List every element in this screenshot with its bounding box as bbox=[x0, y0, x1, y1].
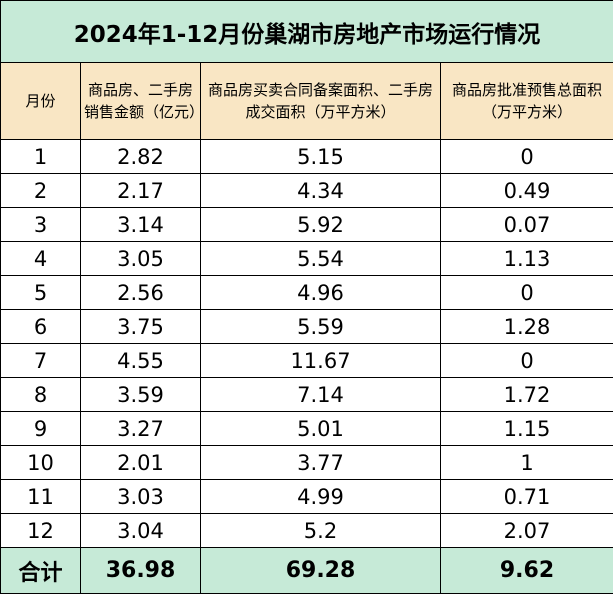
header-filed-area: 商品房买卖合同备案面积、二手房成交面积（万平方米） bbox=[200, 62, 441, 140]
cell-month: 3 bbox=[0, 207, 81, 242]
cell-filed-area: 7.14 bbox=[200, 377, 441, 412]
cell-filed-area: 4.96 bbox=[200, 275, 441, 310]
cell-sales-amount: 2.82 bbox=[80, 139, 201, 174]
table-row: 6 3.75 5.59 1.28 bbox=[0, 309, 613, 344]
cell-month: 7 bbox=[0, 343, 81, 378]
cell-filed-area: 4.34 bbox=[200, 173, 441, 208]
table-row: 11 3.03 4.99 0.71 bbox=[0, 479, 613, 514]
cell-month: 6 bbox=[0, 309, 81, 344]
cell-month: 9 bbox=[0, 411, 81, 446]
table-row: 3 3.14 5.92 0.07 bbox=[0, 207, 613, 242]
table-row: 9 3.27 5.01 1.15 bbox=[0, 411, 613, 446]
header-month: 月份 bbox=[0, 62, 81, 140]
cell-presale-area: 0.07 bbox=[439, 207, 613, 242]
cell-presale-area: 1 bbox=[439, 445, 613, 480]
table-title: 2024年1-12月份巢湖市房地产市场运行情况 bbox=[0, 0, 613, 63]
cell-presale-area: 1.28 bbox=[439, 309, 613, 344]
table-row: 1 2.82 5.15 0 bbox=[0, 139, 613, 174]
table-row: 10 2.01 3.77 1 bbox=[0, 445, 613, 480]
cell-filed-area: 5.01 bbox=[200, 411, 441, 446]
cell-sales-amount: 3.14 bbox=[80, 207, 201, 242]
table-row: 8 3.59 7.14 1.72 bbox=[0, 377, 613, 412]
cell-sales-amount: 4.55 bbox=[80, 343, 201, 378]
cell-presale-area: 0.49 bbox=[439, 173, 613, 208]
cell-presale-area: 2.07 bbox=[439, 513, 613, 548]
table-row: 5 2.56 4.96 0 bbox=[0, 275, 613, 310]
cell-sales-amount: 3.75 bbox=[80, 309, 201, 344]
cell-month: 10 bbox=[0, 445, 81, 480]
cell-month: 8 bbox=[0, 377, 81, 412]
cell-sales-amount: 3.03 bbox=[80, 479, 201, 514]
cell-sales-amount: 3.27 bbox=[80, 411, 201, 446]
table-row: 7 4.55 11.67 0 bbox=[0, 343, 613, 378]
cell-month: 12 bbox=[0, 513, 81, 548]
cell-month: 1 bbox=[0, 139, 81, 174]
total-presale-area: 9.62 bbox=[439, 547, 613, 594]
cell-filed-area: 5.2 bbox=[200, 513, 441, 548]
table-row: 4 3.05 5.54 1.13 bbox=[0, 241, 613, 276]
cell-presale-area: 0 bbox=[439, 343, 613, 378]
cell-filed-area: 11.67 bbox=[200, 343, 441, 378]
header-presale-area: 商品房批准预售总面积（万平方米） bbox=[439, 62, 613, 140]
header-sales-amount: 商品房、二手房销售金额（亿元） bbox=[80, 62, 204, 140]
cell-month: 2 bbox=[0, 173, 81, 208]
cell-presale-area: 1.13 bbox=[439, 241, 613, 276]
cell-sales-amount: 2.01 bbox=[80, 445, 201, 480]
cell-presale-area: 1.15 bbox=[439, 411, 613, 446]
cell-filed-area: 4.99 bbox=[200, 479, 441, 514]
total-row: 合计 36.98 69.28 9.62 bbox=[0, 547, 613, 594]
cell-presale-area: 0.71 bbox=[439, 479, 613, 514]
cell-presale-area: 0 bbox=[439, 275, 613, 310]
cell-month: 11 bbox=[0, 479, 81, 514]
table-row: 12 3.04 5.2 2.07 bbox=[0, 513, 613, 548]
cell-presale-area: 0 bbox=[439, 139, 613, 174]
cell-filed-area: 5.54 bbox=[200, 241, 441, 276]
cell-sales-amount: 3.04 bbox=[80, 513, 201, 548]
cell-filed-area: 5.59 bbox=[200, 309, 441, 344]
cell-filed-area: 5.15 bbox=[200, 139, 441, 174]
cell-month: 4 bbox=[0, 241, 81, 276]
total-label: 合计 bbox=[0, 547, 81, 594]
cell-month: 5 bbox=[0, 275, 81, 310]
cell-sales-amount: 3.05 bbox=[80, 241, 201, 276]
cell-presale-area: 1.72 bbox=[439, 377, 613, 412]
table-row: 2 2.17 4.34 0.49 bbox=[0, 173, 613, 208]
cell-sales-amount: 2.56 bbox=[80, 275, 201, 310]
header-row: 月份 商品房、二手房销售金额（亿元） 商品房买卖合同备案面积、二手房成交面积（万… bbox=[0, 62, 613, 140]
cell-sales-amount: 3.59 bbox=[80, 377, 201, 412]
title-row: 2024年1-12月份巢湖市房地产市场运行情况 bbox=[0, 0, 613, 63]
total-filed-area: 69.28 bbox=[200, 547, 441, 594]
cell-filed-area: 3.77 bbox=[200, 445, 441, 480]
cell-sales-amount: 2.17 bbox=[80, 173, 201, 208]
total-sales-amount: 36.98 bbox=[80, 547, 201, 594]
cell-filed-area: 5.92 bbox=[200, 207, 441, 242]
